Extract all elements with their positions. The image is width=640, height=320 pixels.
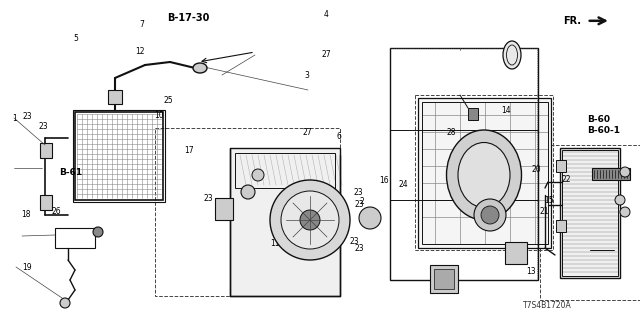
Ellipse shape xyxy=(281,191,339,249)
Text: 9: 9 xyxy=(330,229,335,238)
Text: 27: 27 xyxy=(302,128,312,137)
Bar xyxy=(592,168,630,180)
Bar xyxy=(478,195,488,207)
Text: 26: 26 xyxy=(51,207,61,216)
Text: 5: 5 xyxy=(73,34,78,43)
Bar xyxy=(556,160,566,172)
Circle shape xyxy=(620,167,630,177)
Text: 10: 10 xyxy=(154,111,164,120)
Bar xyxy=(422,102,548,244)
Text: 27: 27 xyxy=(321,50,332,59)
Text: 19: 19 xyxy=(22,263,32,272)
Text: 23: 23 xyxy=(349,237,360,246)
Text: 7: 7 xyxy=(140,20,145,28)
Text: 13: 13 xyxy=(526,268,536,276)
Bar xyxy=(556,220,566,232)
Text: 23: 23 xyxy=(204,194,214,203)
Bar xyxy=(430,265,458,293)
Text: 23: 23 xyxy=(38,122,49,131)
Text: 23: 23 xyxy=(355,244,365,253)
Text: 12: 12 xyxy=(135,47,144,56)
Ellipse shape xyxy=(458,142,510,207)
Text: 6: 6 xyxy=(337,132,342,140)
Ellipse shape xyxy=(270,180,350,260)
Text: 11: 11 xyxy=(271,239,280,248)
Circle shape xyxy=(60,298,70,308)
Circle shape xyxy=(252,169,264,181)
Bar xyxy=(40,143,52,158)
Circle shape xyxy=(241,185,255,199)
Bar xyxy=(55,228,95,248)
Circle shape xyxy=(615,195,625,205)
Text: 24: 24 xyxy=(398,180,408,188)
Ellipse shape xyxy=(447,130,522,220)
Text: 23: 23 xyxy=(22,112,32,121)
Bar xyxy=(40,195,52,210)
Text: 15: 15 xyxy=(544,196,554,204)
Text: 8: 8 xyxy=(311,194,316,203)
Text: 3: 3 xyxy=(305,71,310,80)
Bar xyxy=(540,145,640,300)
Ellipse shape xyxy=(193,63,207,73)
Ellipse shape xyxy=(359,207,381,229)
Circle shape xyxy=(93,227,103,237)
Ellipse shape xyxy=(474,199,506,231)
Text: 22: 22 xyxy=(562,175,571,184)
Bar xyxy=(415,95,553,250)
Bar xyxy=(562,150,618,276)
Text: 20: 20 xyxy=(531,165,541,174)
Text: 16: 16 xyxy=(379,176,389,185)
Bar xyxy=(235,153,335,188)
Text: 17: 17 xyxy=(184,146,194,155)
Text: 23: 23 xyxy=(353,188,364,196)
Bar xyxy=(75,112,163,200)
Text: 21: 21 xyxy=(540,207,548,216)
Text: 18: 18 xyxy=(21,210,30,219)
Bar xyxy=(390,48,538,280)
Bar xyxy=(73,110,165,202)
Text: 14: 14 xyxy=(500,106,511,115)
Ellipse shape xyxy=(300,210,320,230)
Bar xyxy=(155,128,340,296)
Bar xyxy=(468,108,478,120)
Bar xyxy=(108,90,122,104)
Circle shape xyxy=(620,207,630,217)
Text: 28: 28 xyxy=(447,128,456,137)
Text: B-60
B-60-1: B-60 B-60-1 xyxy=(588,115,621,134)
Text: 23: 23 xyxy=(354,200,364,209)
Bar xyxy=(505,242,527,264)
Text: 1: 1 xyxy=(12,114,17,123)
Text: 2: 2 xyxy=(359,197,364,206)
Ellipse shape xyxy=(503,41,521,69)
Bar xyxy=(560,148,620,278)
Bar xyxy=(230,148,340,296)
Text: T7S4B1720A: T7S4B1720A xyxy=(523,301,572,310)
Bar xyxy=(215,198,233,220)
Ellipse shape xyxy=(481,206,499,224)
Text: B-61: B-61 xyxy=(59,168,82,177)
Text: 25: 25 xyxy=(163,96,173,105)
Bar xyxy=(418,98,551,248)
Text: 4: 4 xyxy=(324,10,329,19)
Text: FR.: FR. xyxy=(563,16,581,26)
Bar xyxy=(434,269,454,289)
Text: B-17-30: B-17-30 xyxy=(168,12,210,23)
